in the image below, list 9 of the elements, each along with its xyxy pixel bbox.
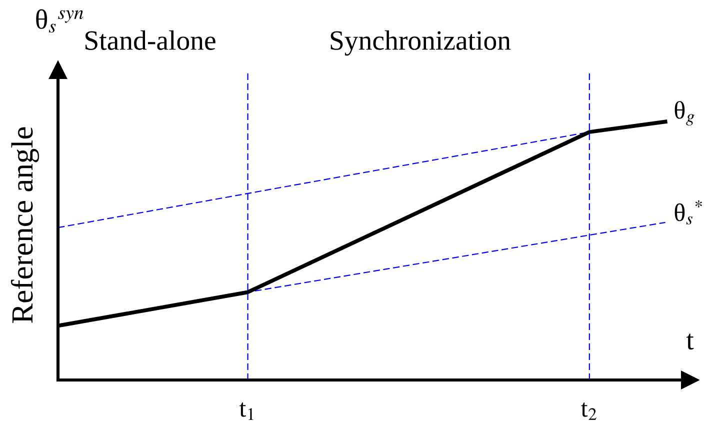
- y-axis-title: Reference angle: [10, 127, 40, 323]
- x-tick-label: t$_{2}$: [581, 402, 596, 420]
- x-axis-title: t: [686, 334, 694, 350]
- text: θ$_{s}$$^{syn}$: [36, 9, 84, 33]
- series-label: θ$_{g}$: [674, 101, 694, 126]
- series-label: θ$_{s}$$^{*}$: [674, 200, 702, 224]
- x-tick-label: t$_{1}$: [239, 402, 254, 420]
- text: Stand-alone: [86, 30, 216, 50]
- text: Synchronization: [330, 30, 511, 56]
